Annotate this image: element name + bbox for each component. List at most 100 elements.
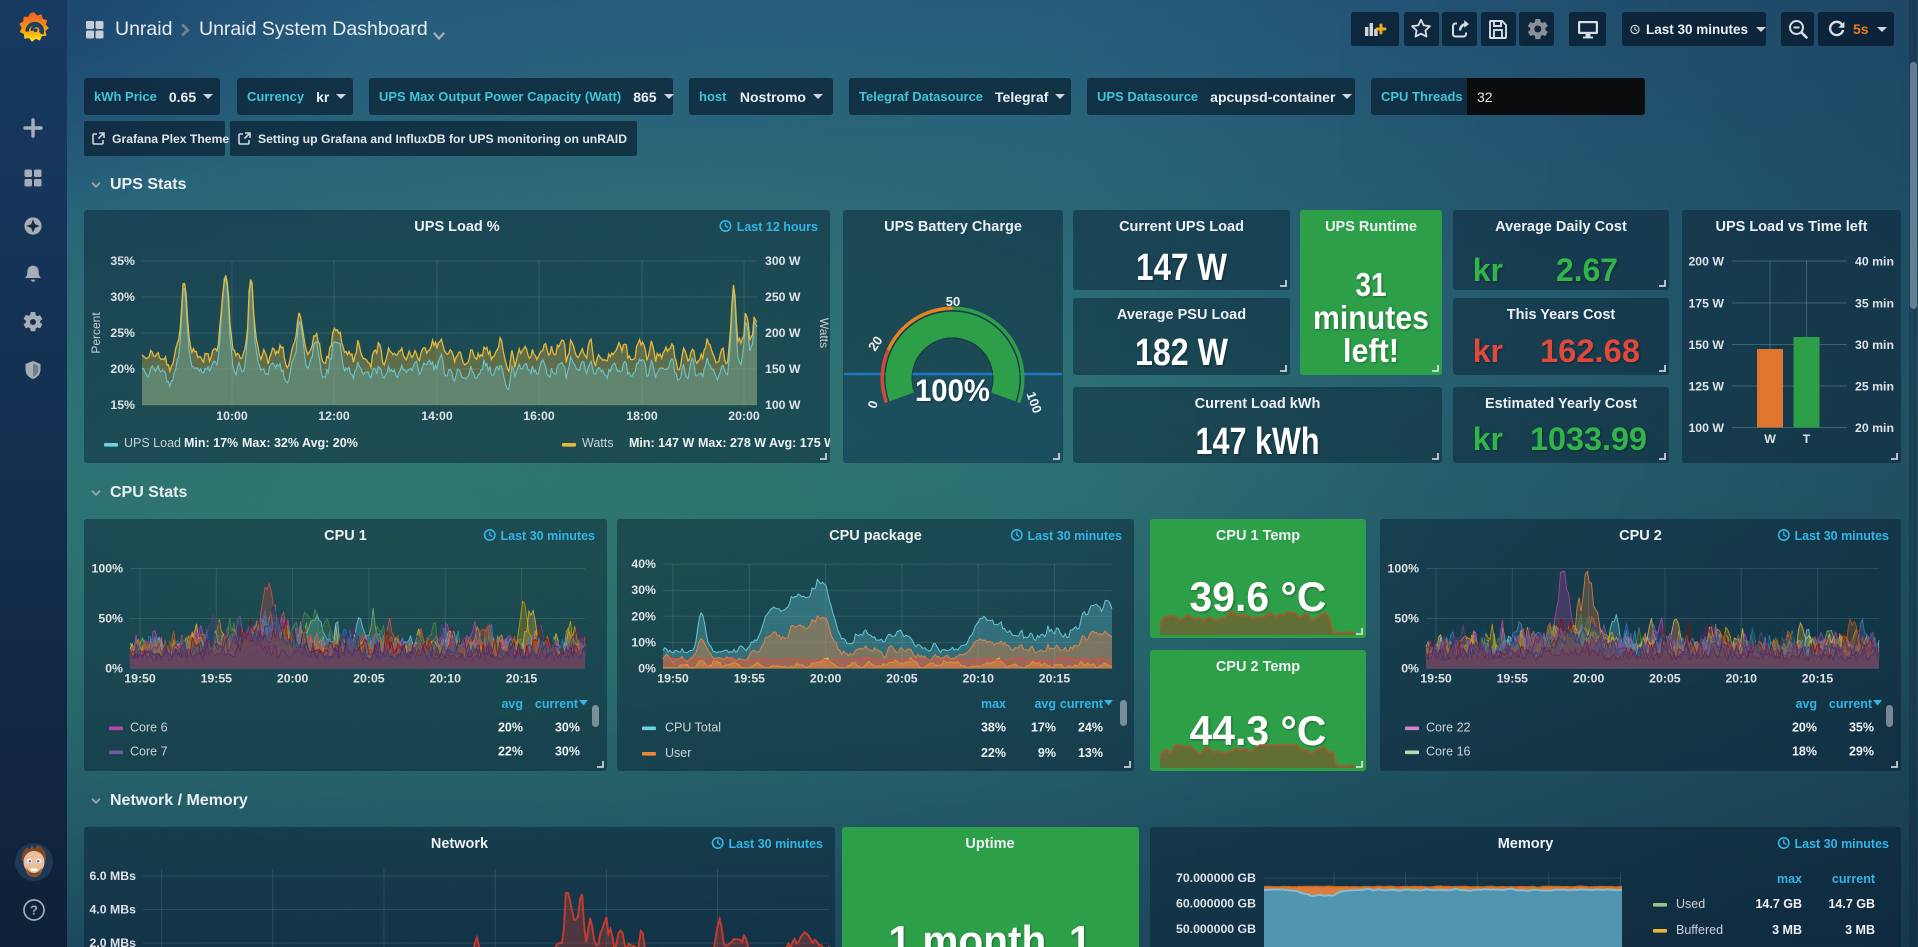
svg-text:1033.99: 1033.99	[1530, 421, 1647, 457]
svg-text:avg: avg	[1795, 697, 1817, 711]
svg-text:3 MB: 3 MB	[1772, 923, 1802, 937]
svg-text:20:15: 20:15	[1802, 672, 1834, 686]
svg-text:T: T	[1803, 432, 1811, 446]
svg-text:60.000000 GB: 60.000000 GB	[1176, 897, 1256, 911]
svg-text:20%: 20%	[631, 609, 656, 623]
svg-text:14.7 GB: 14.7 GB	[1755, 897, 1802, 911]
svg-text:Watts: Watts	[817, 318, 830, 348]
svg-text:Core 16: Core 16	[1426, 745, 1471, 759]
svg-text:Max: 278 W: Max: 278 W	[698, 436, 766, 450]
svg-text:Average PSU Load: Average PSU Load	[1117, 307, 1246, 323]
svg-text:Estimated Yearly Cost: Estimated Yearly Cost	[1485, 396, 1637, 412]
svg-text:16:00: 16:00	[523, 409, 555, 423]
svg-text:30%: 30%	[555, 745, 580, 759]
svg-text:CPU 1: CPU 1	[324, 528, 367, 544]
svg-text:40 min: 40 min	[1855, 255, 1894, 269]
svg-text:This Years Cost: This Years Cost	[1507, 307, 1616, 323]
svg-text:20:00: 20:00	[1573, 672, 1605, 686]
svg-text:UPS Runtime: UPS Runtime	[1325, 219, 1417, 235]
svg-text:?: ?	[30, 903, 38, 918]
svg-text:W: W	[1764, 432, 1776, 446]
svg-text:125 W: 125 W	[1688, 380, 1724, 394]
svg-text:2.67: 2.67	[1556, 252, 1618, 288]
svg-text:20:00: 20:00	[728, 409, 760, 423]
svg-text:UPS Load: UPS Load	[124, 436, 181, 450]
svg-text:max: max	[1777, 872, 1802, 886]
svg-text:147 W: 147 W	[1136, 247, 1227, 289]
svg-text:UPS Battery Charge: UPS Battery Charge	[884, 219, 1022, 235]
svg-text:Max: 32%: Max: 32%	[242, 436, 299, 450]
svg-text:User: User	[665, 746, 691, 760]
svg-text:Avg: 175 W: Avg: 175 W	[769, 436, 830, 450]
svg-text:max: max	[981, 697, 1006, 711]
svg-text:Min: 147 W: Min: 147 W	[629, 436, 694, 450]
svg-text:Current Load kWh: Current Load kWh	[1195, 396, 1321, 412]
svg-text:current: current	[535, 697, 579, 711]
svg-text:175 W: 175 W	[1688, 297, 1724, 311]
svg-text:24%: 24%	[1078, 721, 1103, 735]
svg-text:20%: 20%	[1792, 721, 1817, 735]
svg-text:14.7 GB: 14.7 GB	[1828, 897, 1875, 911]
svg-text:150 W: 150 W	[765, 362, 801, 376]
svg-text:30 min: 30 min	[1855, 338, 1894, 352]
svg-text:kr: kr	[1473, 252, 1503, 288]
svg-text:1 month, 1: 1 month, 1	[889, 917, 1092, 947]
svg-text:30%: 30%	[555, 721, 580, 735]
svg-text:CPU 1 Temp: CPU 1 Temp	[1216, 528, 1300, 544]
svg-text:19:55: 19:55	[201, 672, 233, 686]
svg-text:20:15: 20:15	[506, 672, 538, 686]
svg-text:0%: 0%	[105, 662, 123, 676]
svg-text:200 W: 200 W	[1688, 255, 1724, 269]
svg-text:Last 30 minutes: Last 30 minutes	[501, 529, 596, 543]
svg-text:CPU 2: CPU 2	[1619, 528, 1662, 544]
svg-text:20%: 20%	[110, 362, 135, 376]
svg-text:left!: left!	[1343, 332, 1399, 369]
svg-text:20:00: 20:00	[277, 672, 309, 686]
svg-text:kr: kr	[1473, 421, 1503, 457]
svg-text:10:00: 10:00	[216, 409, 248, 423]
svg-text:18%: 18%	[1792, 745, 1817, 759]
svg-text:15%: 15%	[110, 398, 135, 412]
svg-text:18:00: 18:00	[626, 409, 658, 423]
svg-text:Core 22: Core 22	[1426, 721, 1471, 735]
svg-text:UPS Load vs Time left: UPS Load vs Time left	[1715, 219, 1867, 235]
svg-text:3 MB: 3 MB	[1845, 923, 1875, 937]
svg-text:100: 100	[1023, 390, 1045, 416]
svg-text:13%: 13%	[1078, 746, 1103, 760]
svg-text:25%: 25%	[110, 326, 135, 340]
svg-text:19:50: 19:50	[124, 672, 156, 686]
svg-text:Core 6: Core 6	[130, 721, 168, 735]
svg-text:Last 30 minutes: Last 30 minutes	[1795, 837, 1890, 851]
svg-text:31: 31	[1356, 266, 1387, 303]
svg-text:Buffered: Buffered	[1676, 923, 1723, 937]
svg-text:30%: 30%	[110, 290, 135, 304]
svg-text:minutes: minutes	[1313, 299, 1429, 336]
svg-text:50%: 50%	[1394, 612, 1419, 626]
svg-text:0: 0	[864, 398, 881, 410]
svg-text:22%: 22%	[498, 745, 523, 759]
svg-text:2.0 MBs: 2.0 MBs	[90, 936, 137, 947]
svg-text:kr: kr	[1473, 333, 1503, 369]
svg-text:Network: Network	[431, 836, 489, 852]
svg-text:Last 30 minutes: Last 30 minutes	[1795, 529, 1890, 543]
svg-text:147 kWh: 147 kWh	[1196, 421, 1320, 463]
svg-text:UPS Load %: UPS Load %	[414, 219, 500, 235]
svg-text:12:00: 12:00	[318, 409, 350, 423]
svg-text:20:05: 20:05	[886, 672, 918, 686]
svg-text:29%: 29%	[1849, 745, 1874, 759]
svg-text:Watts: Watts	[582, 436, 613, 450]
svg-text:Last 30 minutes: Last 30 minutes	[729, 837, 824, 851]
svg-text:current: current	[1060, 697, 1104, 711]
svg-text:150 W: 150 W	[1688, 338, 1724, 352]
svg-text:20:15: 20:15	[1039, 672, 1071, 686]
svg-text:CPU Total: CPU Total	[665, 721, 721, 735]
svg-text:100%: 100%	[915, 372, 990, 408]
svg-text:20:00: 20:00	[810, 672, 842, 686]
svg-text:20:10: 20:10	[1725, 672, 1757, 686]
svg-text:20:05: 20:05	[1649, 672, 1681, 686]
svg-text:10%: 10%	[631, 635, 656, 649]
svg-text:100 W: 100 W	[1688, 421, 1724, 435]
svg-text:100%: 100%	[92, 562, 124, 576]
svg-text:22%: 22%	[981, 746, 1006, 760]
svg-text:35 min: 35 min	[1855, 297, 1894, 311]
